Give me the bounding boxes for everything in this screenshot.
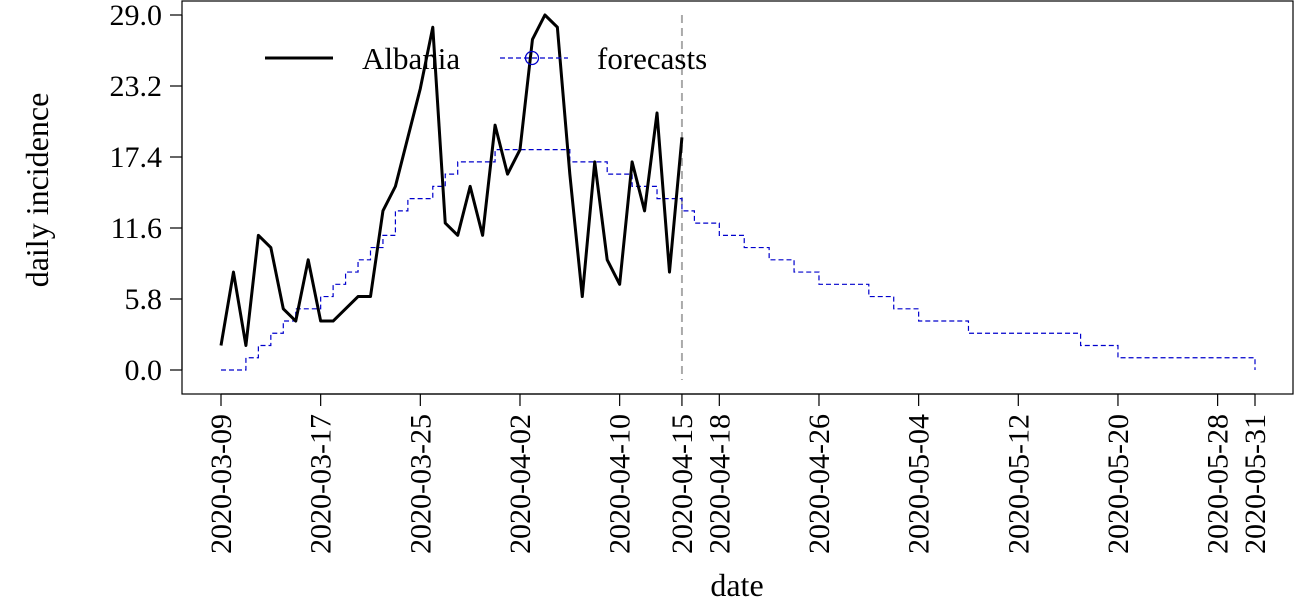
series-line-forecasts — [221, 149, 1256, 371]
x-tick-label: 2020-05-31 — [1239, 414, 1272, 554]
legend-marker-forecasts — [524, 50, 540, 66]
legend-label-forecasts: forecasts — [597, 41, 707, 76]
y-axis-title: daily incidence — [19, 93, 55, 288]
y-tick-label: 23.2 — [110, 70, 163, 103]
series-layer — [219, 13, 1256, 380]
x-tick-label: 2020-04-26 — [803, 414, 836, 554]
x-tick-label: 2020-03-25 — [404, 414, 437, 554]
y-tick-label: 0.0 — [125, 354, 163, 387]
series-line-albania — [219, 13, 684, 348]
y-tick-label: 11.6 — [111, 212, 162, 245]
x-axis-title: date — [710, 567, 763, 600]
y-tick-label: 5.8 — [125, 283, 163, 316]
x-tick-label: 2020-04-10 — [604, 414, 637, 554]
y-tick-label: 17.4 — [110, 141, 163, 174]
plot-frame — [181, 0, 1294, 395]
x-axis: 2020-03-09 2020-03-17 2020-03-25 2020-04-02… — [205, 393, 1272, 554]
x-tick-label: 2020-05-20 — [1102, 414, 1135, 554]
x-tick-label: 2020-04-02 — [504, 414, 537, 554]
y-tick-label: 29.0 — [110, 0, 163, 32]
x-tick-label: 2020-03-09 — [205, 414, 238, 554]
legend-label-albania: Albania — [362, 41, 460, 76]
legend: Albania forecasts — [265, 41, 707, 76]
x-tick-label: 2020-04-18 — [703, 414, 736, 554]
x-tick-label: 2020-05-04 — [903, 414, 936, 554]
y-axis: 0.0 5.8 11.6 17.4 23.2 29.0 — [110, 0, 183, 387]
x-tick-label: 2020-04-15 — [666, 414, 699, 554]
x-tick-label: 2020-05-28 — [1202, 414, 1235, 554]
x-tick-label: 2020-05-12 — [1002, 414, 1035, 554]
x-tick-label: 2020-03-17 — [305, 414, 338, 554]
